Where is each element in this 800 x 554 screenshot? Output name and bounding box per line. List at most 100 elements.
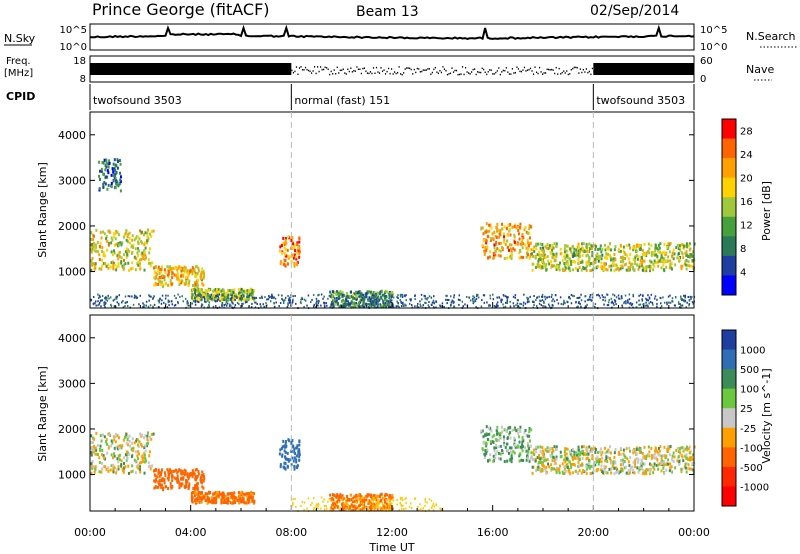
power-cell	[683, 300, 685, 303]
velocity-cell	[678, 459, 681, 463]
power-cell	[582, 246, 585, 250]
velocity-cell	[355, 501, 358, 504]
power-cell	[336, 300, 338, 303]
velocity-cell	[555, 445, 558, 449]
power-cell	[550, 260, 553, 264]
power-cell	[671, 251, 674, 255]
velocity-cell	[571, 462, 574, 466]
freq-point	[468, 72, 470, 74]
velocity-cell	[654, 446, 657, 450]
power-cell	[279, 302, 282, 305]
velocity-cell	[653, 464, 656, 468]
power-cell	[522, 255, 525, 259]
velocity-cell	[599, 468, 602, 472]
velocity-cell	[167, 470, 170, 474]
power-cell	[176, 268, 179, 272]
velocity-cell	[377, 499, 379, 502]
power-cell	[612, 293, 614, 296]
velocity-cell	[333, 501, 336, 505]
velocity-cell	[559, 455, 562, 459]
velocity-cell	[372, 506, 374, 509]
power-cell	[234, 294, 236, 297]
power-cell	[115, 268, 118, 272]
velocity-cell	[608, 457, 611, 461]
power-cell	[162, 285, 165, 289]
velocity-cell	[296, 464, 299, 468]
velocity-cell	[545, 471, 548, 475]
power-cell	[613, 269, 616, 273]
velocity-cell	[481, 429, 484, 433]
velocity-cell	[186, 474, 189, 478]
power-cell	[337, 298, 340, 301]
velocity-cell	[307, 497, 310, 500]
power-cell	[110, 241, 113, 245]
velocity-cell	[578, 469, 581, 473]
freq-point	[466, 71, 468, 73]
power-cell	[116, 158, 119, 162]
power-cell	[240, 297, 243, 300]
power-cell	[113, 298, 116, 301]
power-cell	[688, 304, 690, 307]
power-cell	[339, 304, 342, 307]
velocity-cell	[239, 496, 242, 500]
velocity-cell	[385, 499, 387, 502]
velocity-cell	[360, 502, 363, 505]
velocity-cell	[521, 440, 524, 444]
velocity-cell	[389, 508, 392, 511]
power-cell	[387, 300, 390, 303]
velocity-cell	[130, 455, 133, 459]
velocity-cell	[524, 428, 527, 432]
power-cell	[562, 303, 565, 306]
power-cell	[663, 301, 666, 304]
power-cell	[652, 268, 655, 272]
velocity-cell	[380, 499, 383, 503]
freq-point	[538, 66, 541, 69]
velocity-cell	[514, 445, 517, 449]
power-cell	[338, 305, 340, 308]
power-cell	[173, 273, 176, 277]
freq-point	[471, 71, 473, 73]
velocity-cell	[122, 468, 125, 472]
power-cell	[601, 267, 604, 271]
power-cell	[254, 306, 257, 309]
power-cell	[117, 264, 120, 268]
velocity-cell	[296, 444, 299, 448]
velocity-cell	[655, 449, 658, 453]
velocity-cell	[604, 459, 607, 463]
power-cell	[184, 269, 187, 273]
power-cell	[130, 244, 133, 248]
velocity-cell	[247, 495, 250, 499]
power-cell	[657, 260, 660, 264]
velocity-cell	[232, 498, 235, 502]
power-colorbar-segment	[722, 138, 736, 159]
power-cell	[293, 264, 296, 268]
power-cell	[186, 300, 189, 303]
power-cell	[182, 273, 185, 277]
power-cell	[636, 257, 639, 261]
power-cell	[684, 259, 687, 263]
power-cell	[350, 305, 353, 309]
velocity-cell	[142, 436, 145, 440]
velocity-cell	[583, 470, 586, 474]
power-cell	[482, 232, 485, 236]
power-cell	[386, 290, 389, 294]
velocity-cell	[369, 493, 372, 497]
power-cell	[386, 303, 389, 307]
power-cell	[389, 305, 392, 308]
velocity-cell	[331, 493, 334, 497]
power-cell	[107, 294, 109, 297]
velocity-cell	[141, 444, 144, 448]
power-cell	[145, 304, 147, 307]
power-cell	[402, 305, 405, 308]
velocity-cell	[661, 459, 664, 463]
power-cell	[357, 290, 360, 294]
power-cell	[362, 294, 365, 297]
velocity-cell	[486, 448, 489, 452]
velocity-cell	[485, 451, 488, 455]
velocity-cell	[91, 447, 94, 451]
power-cell	[153, 295, 155, 298]
velocity-cell	[341, 494, 344, 498]
power-cell	[537, 259, 540, 263]
